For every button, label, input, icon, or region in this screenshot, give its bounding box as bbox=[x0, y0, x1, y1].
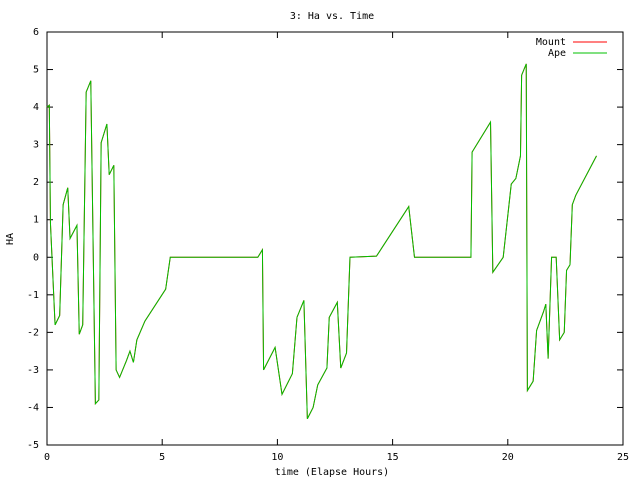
y-tick-label: -4 bbox=[27, 402, 39, 413]
legend-label: Ape bbox=[548, 48, 566, 59]
y-tick-label: 3 bbox=[33, 140, 39, 151]
x-tick-label: 25 bbox=[617, 452, 629, 463]
x-tick-label: 20 bbox=[502, 452, 514, 463]
chart-title: 3: Ha vs. Time bbox=[290, 11, 374, 22]
legend-label: Mount bbox=[536, 37, 566, 48]
x-tick-label: 10 bbox=[271, 452, 283, 463]
x-tick-label: 15 bbox=[387, 452, 399, 463]
data-line bbox=[46, 63, 597, 419]
y-tick-label: -2 bbox=[27, 327, 39, 338]
y-axis-label: HA bbox=[5, 233, 16, 245]
y-tick-label: 0 bbox=[33, 252, 39, 263]
y-tick-label: 5 bbox=[33, 65, 39, 76]
x-axis-label: time (Elapse Hours) bbox=[275, 467, 389, 478]
y-tick-label: 1 bbox=[33, 215, 39, 226]
y-tick-label: -1 bbox=[27, 290, 39, 301]
y-tick-label: 6 bbox=[33, 27, 39, 38]
y-tick-label: -3 bbox=[27, 365, 39, 376]
data-line bbox=[46, 63, 597, 419]
y-tick-label: 4 bbox=[33, 102, 39, 113]
y-tick-label: -5 bbox=[27, 440, 39, 451]
y-tick-label: 2 bbox=[33, 177, 39, 188]
x-tick-label: 5 bbox=[159, 452, 165, 463]
x-tick-label: 0 bbox=[44, 452, 50, 463]
plot-frame bbox=[46, 31, 624, 446]
